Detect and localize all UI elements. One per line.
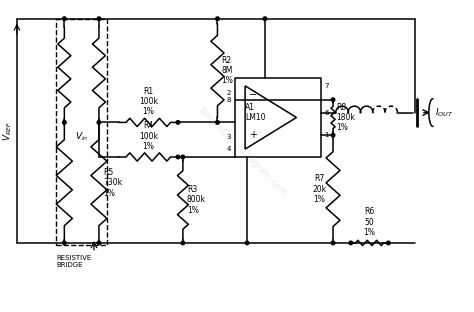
Text: RESISTIVE
BRIDGE: RESISTIVE BRIDGE xyxy=(56,255,91,268)
Circle shape xyxy=(63,241,66,245)
Circle shape xyxy=(387,241,390,245)
Circle shape xyxy=(181,155,185,159)
Text: R3
800k
1%: R3 800k 1% xyxy=(187,185,206,215)
Bar xyxy=(56,19,107,245)
Text: 7: 7 xyxy=(324,83,328,89)
Circle shape xyxy=(63,121,66,124)
Text: $I_{OUT}$: $I_{OUT}$ xyxy=(435,106,453,119)
Circle shape xyxy=(216,121,219,124)
Text: −: − xyxy=(249,90,257,100)
Text: SimpleCircuitDiagram.com: SimpleCircuitDiagram.com xyxy=(196,106,288,198)
Text: R2
8M
1%: R2 8M 1% xyxy=(221,56,233,85)
Text: +: + xyxy=(249,130,257,140)
Circle shape xyxy=(331,134,335,137)
Text: R4
100k
1%: R4 100k 1% xyxy=(139,121,158,151)
Text: A1
LM10: A1 LM10 xyxy=(245,103,265,122)
Circle shape xyxy=(331,98,335,101)
Text: 2: 2 xyxy=(227,90,231,96)
Text: 1: 1 xyxy=(324,132,328,138)
Text: 3: 3 xyxy=(227,134,231,140)
Text: R1
100k
1%: R1 100k 1% xyxy=(139,87,158,116)
Circle shape xyxy=(216,17,219,21)
Circle shape xyxy=(176,121,180,124)
Circle shape xyxy=(97,121,100,124)
Circle shape xyxy=(331,241,335,245)
Text: R6
50
1%: R6 50 1% xyxy=(364,207,375,237)
Text: R8
180k
1%: R8 180k 1% xyxy=(336,103,355,132)
Circle shape xyxy=(263,17,267,21)
Circle shape xyxy=(63,17,66,21)
Text: R5
730k
1%: R5 730k 1% xyxy=(103,168,122,197)
Text: 4: 4 xyxy=(227,146,231,152)
Text: $V_{REF}$: $V_{REF}$ xyxy=(1,121,14,141)
Circle shape xyxy=(349,241,353,245)
Circle shape xyxy=(97,17,100,21)
Circle shape xyxy=(181,241,185,245)
Text: $V_{in}$: $V_{in}$ xyxy=(75,130,88,143)
Text: 6: 6 xyxy=(324,110,328,115)
Circle shape xyxy=(97,241,100,245)
Text: R7
20k
1%: R7 20k 1% xyxy=(312,174,326,204)
Circle shape xyxy=(176,155,180,159)
Circle shape xyxy=(246,241,249,245)
Text: 8: 8 xyxy=(227,97,231,103)
